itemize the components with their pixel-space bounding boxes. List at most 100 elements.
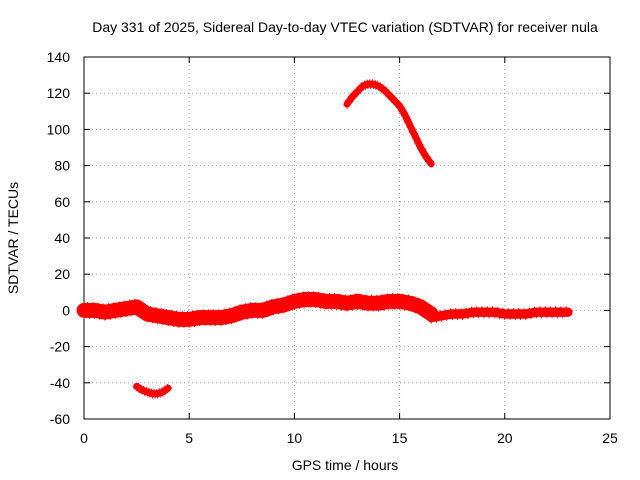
data-point <box>278 296 286 304</box>
data-point <box>343 304 351 312</box>
y-tick-label: 40 <box>54 230 70 246</box>
data-point <box>191 319 198 327</box>
data-point <box>289 293 297 301</box>
data-point <box>150 311 158 319</box>
data-point <box>192 314 200 322</box>
data-point <box>92 307 100 315</box>
data-point <box>189 310 197 318</box>
data-point <box>425 304 433 312</box>
data-point <box>108 307 116 315</box>
data-point <box>264 310 272 317</box>
data-point <box>136 300 144 308</box>
data-point <box>415 297 423 305</box>
data-point <box>313 296 321 304</box>
x-tick-label: 15 <box>392 430 408 446</box>
data-point <box>355 298 363 306</box>
data-point <box>166 314 174 322</box>
series-arc-low <box>133 382 172 399</box>
data-point <box>117 310 125 318</box>
data-point <box>403 113 411 121</box>
data-point <box>152 307 160 315</box>
series-late-track <box>426 306 573 324</box>
data-point <box>397 104 405 112</box>
y-tick-label: -20 <box>50 339 70 355</box>
data-point <box>147 306 155 314</box>
data-point <box>255 306 263 314</box>
y-tick-label: 80 <box>54 158 70 174</box>
data-point <box>162 309 170 316</box>
data-point <box>399 293 407 301</box>
data-point <box>361 299 368 307</box>
data-point <box>418 145 426 153</box>
data-point <box>143 315 151 323</box>
data-point <box>215 309 223 317</box>
data-point <box>120 300 128 308</box>
data-point <box>421 150 429 158</box>
data-point <box>296 301 304 309</box>
x-tick-label: 0 <box>80 430 88 446</box>
data-point <box>462 307 470 315</box>
chart-title: Day 331 of 2025, Sidereal Day-to-day VTE… <box>92 19 598 35</box>
data-point <box>420 300 428 308</box>
data-point <box>375 304 383 312</box>
data-point <box>359 303 367 311</box>
data-point <box>290 302 298 310</box>
data-point <box>525 307 533 315</box>
data-point <box>169 319 177 327</box>
data-point <box>219 313 226 321</box>
data-point <box>224 312 232 320</box>
data-point <box>126 299 134 307</box>
data-point <box>413 302 421 310</box>
data-point <box>91 311 98 319</box>
data-point <box>129 303 137 311</box>
data-point <box>122 310 130 317</box>
data-point <box>238 313 246 321</box>
data-point <box>96 312 104 320</box>
data-point <box>101 313 109 321</box>
data-point <box>287 299 295 307</box>
data-point <box>187 315 195 323</box>
data-point <box>494 306 502 314</box>
data-point <box>159 318 167 326</box>
data-point <box>269 308 277 316</box>
data-point <box>112 311 120 319</box>
data-point <box>280 306 288 314</box>
data-point <box>406 304 414 312</box>
y-tick-label: 100 <box>47 121 71 137</box>
data-point <box>431 311 439 319</box>
data-point <box>357 293 365 301</box>
x-tick-labels: 0 5 10 15 20 25 <box>80 430 618 446</box>
data-point <box>163 384 171 391</box>
data-point <box>348 303 356 311</box>
data-point <box>171 315 179 323</box>
data-point <box>105 303 112 311</box>
data-point <box>294 292 302 300</box>
data-point <box>262 300 270 308</box>
data-point <box>157 308 165 315</box>
data-point <box>124 304 132 312</box>
data-point <box>89 302 97 309</box>
data-point <box>408 124 416 132</box>
data-point <box>243 312 251 320</box>
data-point <box>103 308 111 316</box>
data-point <box>397 298 405 306</box>
data-point <box>183 311 191 319</box>
data-point <box>282 300 290 308</box>
data-point <box>396 302 404 310</box>
data-point <box>113 306 121 314</box>
data-point <box>345 299 353 307</box>
data-point <box>283 295 291 303</box>
data-point <box>131 298 139 306</box>
data-point <box>354 302 361 310</box>
data-point <box>140 308 148 316</box>
data-point <box>145 310 153 318</box>
data-point <box>347 294 354 302</box>
x-tick-label: 10 <box>287 430 303 446</box>
plot-frame <box>83 56 611 420</box>
data-point <box>276 302 284 310</box>
data-point <box>217 319 225 326</box>
data-point <box>378 294 386 302</box>
y-tick-label: 120 <box>47 85 71 101</box>
data-point <box>271 303 279 310</box>
